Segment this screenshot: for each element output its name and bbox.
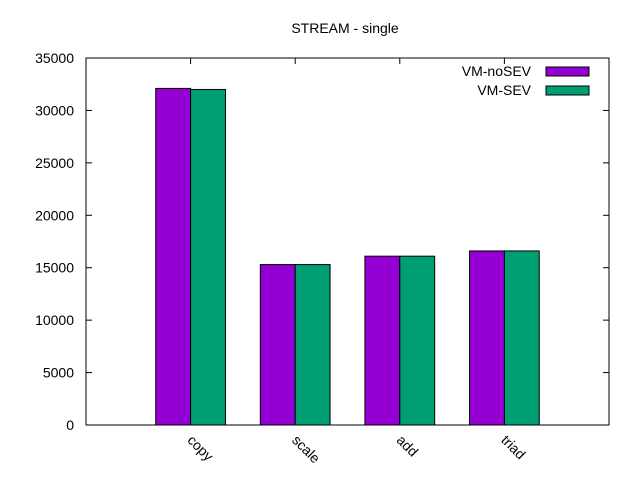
bar-VM-SEV-scale (294, 264, 331, 426)
bar-VM-SEV-copy (190, 88, 226, 426)
y-tick-label: 15000 (35, 260, 74, 276)
y-tick-label: 5000 (43, 365, 74, 381)
y-tick-label: 25000 (35, 155, 74, 171)
plot-border (85, 57, 610, 426)
bar-VM-SEV-triad (503, 250, 540, 426)
y-tick-label: 10000 (35, 312, 74, 328)
legend-label: VM-noSEV (462, 63, 532, 79)
chart-title: STREAM - single (291, 20, 399, 36)
x-tick-label: scale (289, 432, 324, 467)
x-tick-label: copy (184, 432, 216, 464)
y-tick-label: 0 (66, 417, 74, 433)
bar-VM-noSEV-copy (155, 87, 192, 426)
x-tick-label: triad (498, 432, 529, 463)
y-tick-label: 20000 (35, 207, 74, 223)
y-tick-label: 35000 (35, 50, 74, 66)
legend-label: VM-SEV (477, 82, 531, 98)
legend-swatch (545, 66, 590, 77)
bar-VM-noSEV-add (364, 255, 401, 426)
legend-swatch (545, 85, 590, 96)
y-tick-label: 30000 (35, 102, 74, 118)
bar-VM-noSEV-scale (259, 264, 296, 426)
bar-VM-SEV-add (399, 255, 436, 426)
x-tick-label: add (394, 432, 422, 460)
bar-VM-noSEV-triad (469, 250, 505, 426)
